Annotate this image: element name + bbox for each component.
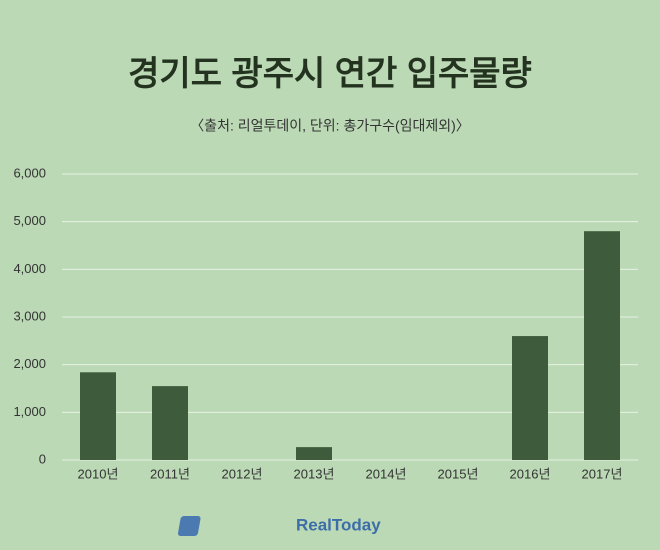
x-tick-label: 2014년 [366,466,407,481]
logo-text: RealToday [296,515,381,534]
y-tick-label: 5,000 [13,213,46,228]
x-tick-label: 2016년 [510,466,551,481]
x-tick-label: 2013년 [294,466,335,481]
y-tick-label: 2,000 [13,356,46,371]
bar [296,447,332,460]
chart-subtitle: 〈출처: 리얼투데이, 단위: 총가구수(임대제외)〉 [190,118,470,134]
logo-shape [177,516,201,536]
x-tick-label: 2017년 [582,466,623,481]
y-tick-label: 0 [39,451,46,466]
chart-title: 경기도 광주시 연간 입주물량 [128,55,532,93]
logo-icon [177,516,201,536]
x-tick-label: 2015년 [438,466,479,481]
bar [584,231,620,460]
y-tick-label: 1,000 [13,404,46,419]
x-tick-label: 2010년 [78,466,119,481]
bar [80,372,116,460]
x-tick-label: 2012년 [222,466,263,481]
y-tick-label: 4,000 [13,261,46,276]
bar [152,386,188,460]
bar [512,336,548,460]
y-tick-label: 3,000 [13,308,46,323]
x-tick-label: 2011년 [150,466,190,481]
y-tick-label: 6,000 [13,165,46,180]
